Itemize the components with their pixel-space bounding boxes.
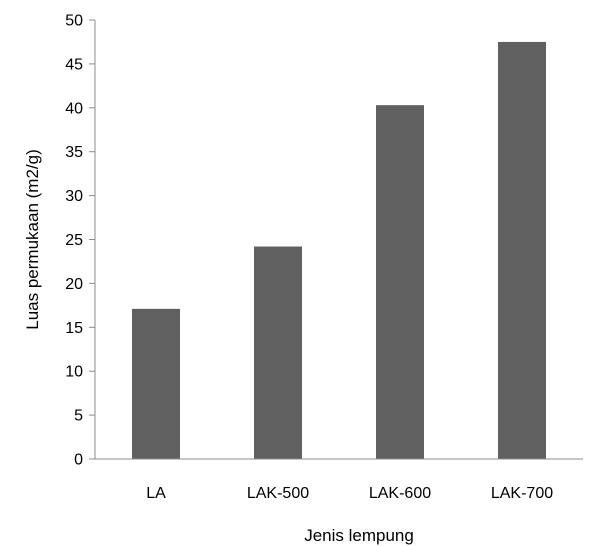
x-axis-title: Jenis lempung — [304, 526, 414, 545]
y-axis-ticks: 0 5 10 15 20 25 30 35 40 45 50 — [65, 13, 95, 469]
y-tick-label: 0 — [74, 452, 83, 469]
y-axis-title: Luas permukaan (m2/g) — [23, 149, 42, 329]
bar-lak-600 — [376, 105, 424, 459]
bar-lak-500 — [254, 246, 302, 459]
bars — [132, 41, 546, 459]
y-tick-label: 5 — [74, 408, 83, 425]
x-tick-label: LAK-600 — [369, 485, 431, 502]
y-tick-label: 30 — [65, 188, 83, 205]
bar-la — [132, 308, 180, 459]
bar-lak-700 — [498, 41, 546, 459]
y-tick-label: 20 — [65, 276, 83, 293]
y-tick-label: 40 — [65, 100, 83, 117]
y-tick-label: 25 — [65, 232, 83, 249]
y-tick-label: 35 — [65, 144, 83, 161]
x-tick-label: LA — [146, 485, 166, 502]
x-axis-ticks: LA LAK-500 LAK-600 LAK-700 — [146, 485, 553, 502]
y-tick-label: 50 — [65, 13, 83, 30]
y-tick-label: 45 — [65, 56, 83, 73]
x-tick-label: LAK-700 — [491, 485, 553, 502]
x-tick-label: LAK-500 — [247, 485, 309, 502]
y-tick-label: 10 — [65, 364, 83, 381]
y-tick-label: 15 — [65, 320, 83, 337]
